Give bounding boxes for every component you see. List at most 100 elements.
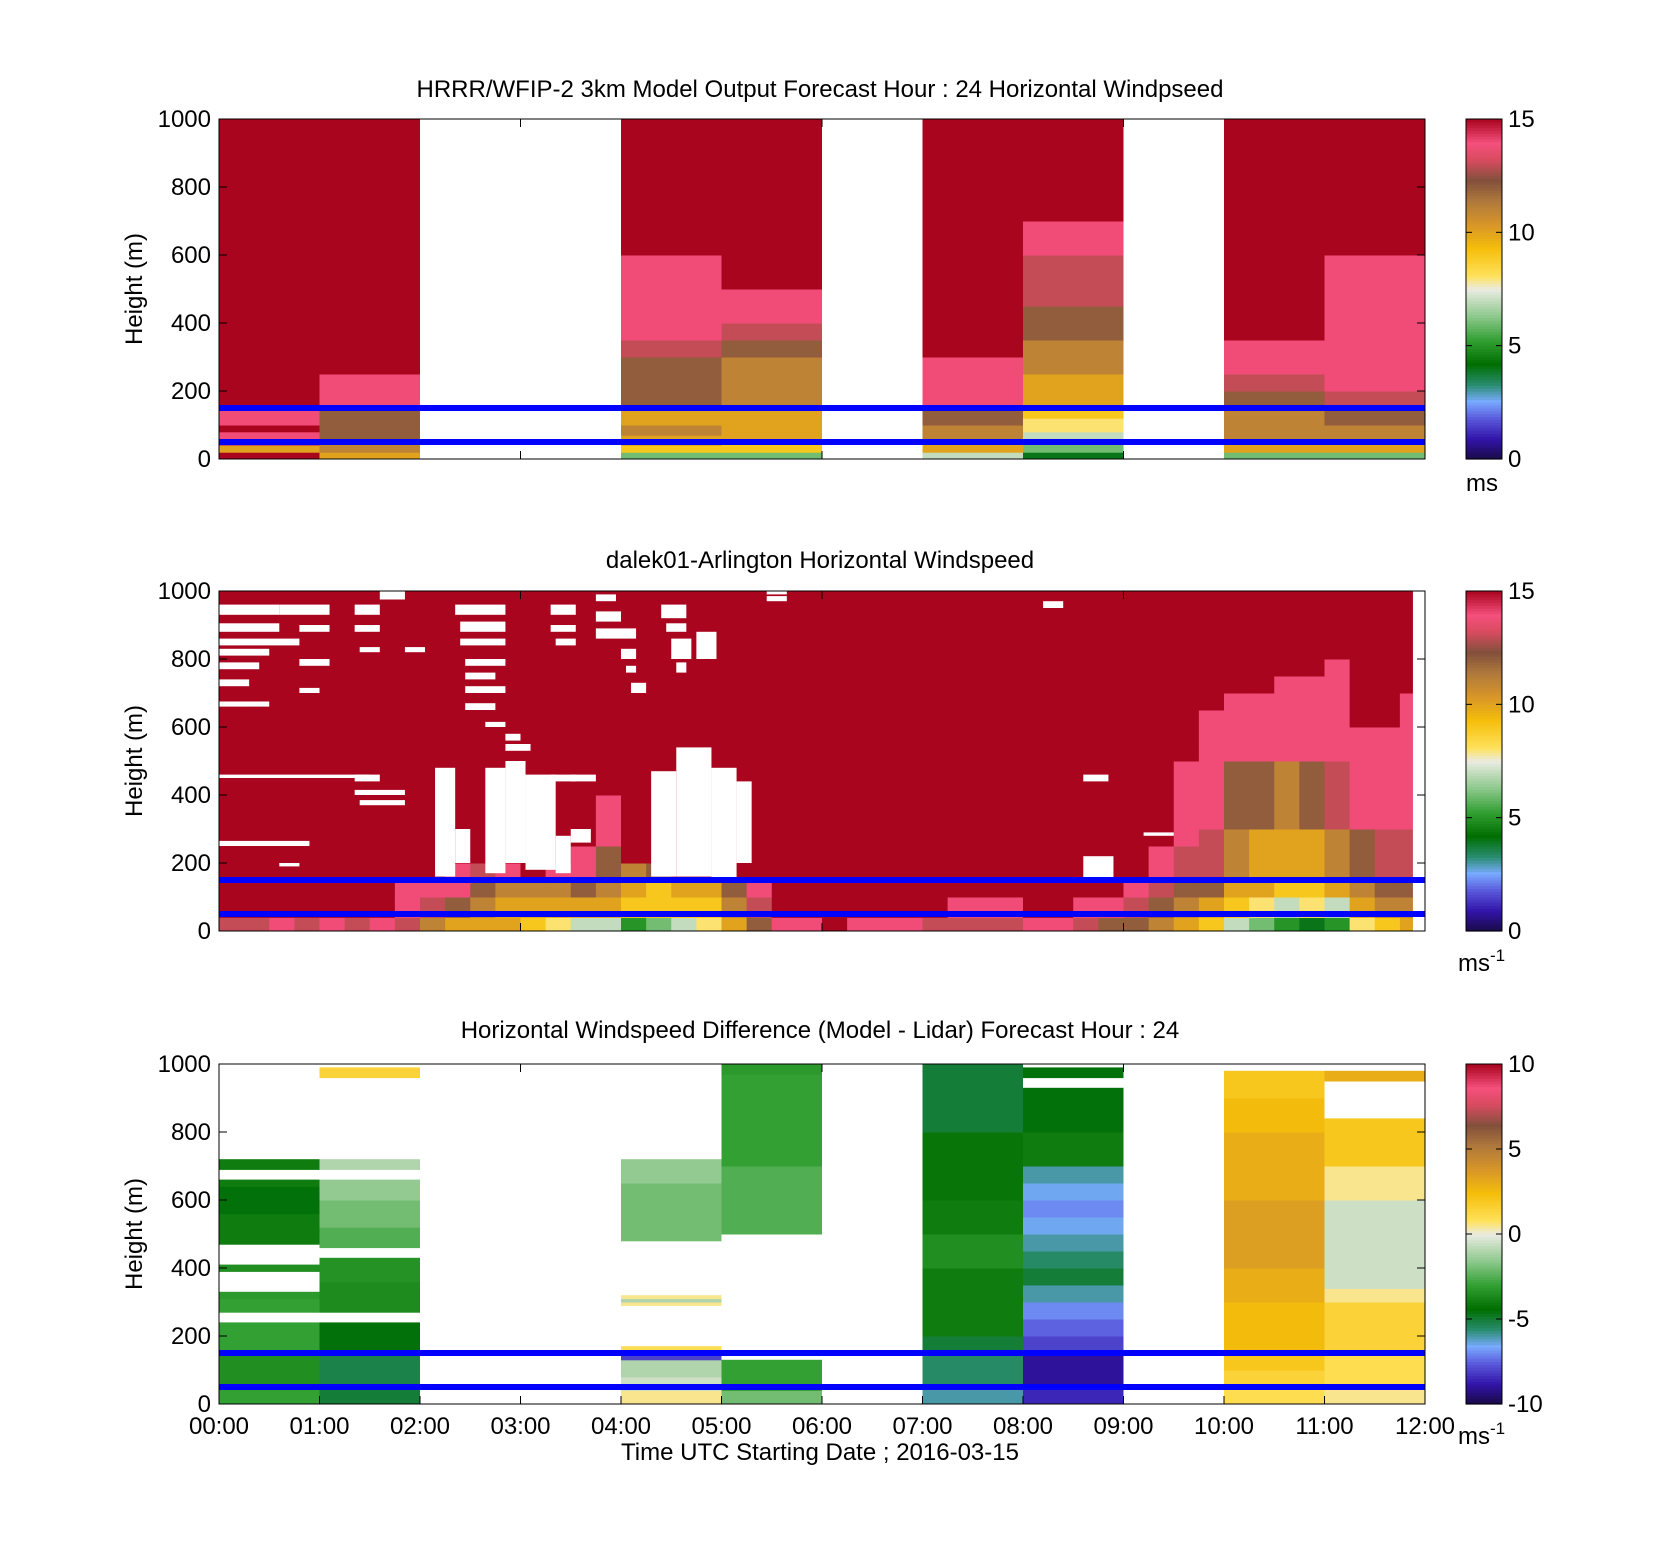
colorbar-segment — [1466, 439, 1502, 443]
colorbar-segment — [1466, 814, 1502, 819]
heatmap-cell — [319, 357, 420, 375]
missing-data-gap — [219, 774, 370, 778]
colorbar-unit: ms — [1466, 470, 1498, 497]
y-tick-label: 400 — [171, 782, 211, 809]
colorbar-segment — [1466, 746, 1502, 751]
colorbar-segment — [1466, 444, 1502, 449]
profile-cell — [721, 880, 748, 898]
profile-cell — [595, 846, 622, 881]
missing-data-gap — [651, 771, 677, 877]
colorbar-segment — [1466, 1126, 1502, 1130]
heatmap-cell — [1224, 1070, 1325, 1099]
heatmap-cell — [621, 357, 722, 375]
profile-cell — [671, 880, 697, 898]
colorbar-segment — [1466, 272, 1502, 276]
profile-cell — [1073, 880, 1099, 898]
colorbar-segment — [1466, 1319, 1502, 1323]
colorbar-segment — [1466, 894, 1502, 898]
profile-cell — [1399, 591, 1413, 694]
colorbar-segment — [1466, 1083, 1502, 1088]
heatmap-cell — [621, 1302, 722, 1306]
profile-cell — [394, 917, 421, 932]
heatmap-cell — [319, 119, 420, 358]
heatmap-cell — [1023, 391, 1124, 406]
colorbar-segment — [1466, 676, 1502, 680]
profile-cell — [1324, 880, 1351, 898]
colorbar-segment — [1466, 1219, 1502, 1224]
colorbar-segment — [1466, 599, 1502, 603]
heatmap-cell — [1023, 1268, 1124, 1286]
colorbar-segment — [1466, 678, 1502, 683]
profile-cell — [1399, 880, 1413, 898]
heatmap-cell — [922, 1268, 1023, 1337]
profile-cell — [646, 917, 672, 932]
profile-cell — [219, 591, 245, 881]
colorbar-segment — [1466, 153, 1502, 157]
heatmap-cell — [621, 445, 722, 453]
colorbar-segment — [1466, 1248, 1502, 1252]
heatmap-cell — [1324, 452, 1425, 460]
profile-cell — [495, 880, 521, 898]
colorbar-segment — [1466, 783, 1502, 788]
colorbar-segment — [1466, 357, 1502, 361]
profile-cell — [1399, 693, 1413, 830]
colorbar-segment — [1466, 1370, 1502, 1374]
colorbar-segment — [1466, 1197, 1502, 1201]
heatmap-cell — [1224, 1132, 1325, 1201]
colorbar-segment — [1466, 1387, 1502, 1391]
heatmap-cell — [1224, 425, 1325, 443]
heatmap-cell — [621, 221, 722, 256]
colorbar-segment — [1466, 252, 1502, 256]
colorbar-segment — [1466, 795, 1502, 799]
profile-cell — [420, 880, 446, 898]
colorbar-segment — [1466, 763, 1502, 768]
heatmap-cell — [621, 1390, 722, 1405]
colorbar-segment — [1466, 1095, 1502, 1099]
heatmap-cell — [219, 1336, 320, 1354]
heatmap-cell — [922, 1064, 1023, 1099]
profile-cell — [1249, 829, 1275, 881]
profile-cell — [1249, 917, 1275, 932]
profile-cell — [570, 591, 597, 847]
colorbar-segment — [1466, 1134, 1502, 1139]
colorbar-segment — [1466, 447, 1502, 452]
heatmap-cell — [721, 1132, 822, 1167]
heatmap-cell — [621, 255, 722, 273]
heatmap-cell — [319, 374, 420, 392]
heatmap-cell — [621, 272, 722, 290]
colorbar-segment — [1466, 1078, 1502, 1082]
colorbar-segment — [1466, 450, 1502, 454]
colorbar-tick-label: 5 — [1508, 1136, 1521, 1163]
colorbar-tick-label: 10 — [1508, 1051, 1535, 1078]
profile-cell — [1349, 727, 1376, 830]
colorbar-segment — [1466, 1239, 1502, 1244]
heatmap-cell — [621, 425, 722, 436]
colorbar-segment — [1466, 656, 1502, 660]
colorbar-segment — [1466, 874, 1502, 878]
y-tick-label: 400 — [171, 1255, 211, 1282]
heatmap-cell — [219, 452, 320, 460]
colorbar-segment — [1466, 436, 1502, 440]
profile-cell — [1224, 591, 1250, 694]
colorbar-segment — [1466, 382, 1502, 386]
heatmap-cell — [219, 1264, 320, 1272]
x-tick-label: 11:00 — [1295, 1413, 1353, 1440]
heatmap-cell — [922, 1200, 1023, 1235]
colorbar-segment — [1466, 1341, 1502, 1346]
colorbar-segment — [1466, 1375, 1502, 1380]
colorbar-segment — [1466, 396, 1502, 401]
colorbar-segment — [1466, 718, 1502, 722]
colorbar-segment — [1466, 124, 1502, 129]
profile-cell — [1374, 880, 1401, 898]
colorbar-segment — [1466, 280, 1502, 284]
heatmap-cell — [219, 431, 320, 440]
heatmap-cell — [1023, 1336, 1124, 1354]
x-tick-label: 05:00 — [691, 1413, 751, 1440]
profile-cell — [1374, 727, 1401, 830]
colorbar-segment — [1466, 732, 1502, 737]
colorbar-segment — [1466, 911, 1502, 915]
colorbar-segment — [1466, 1177, 1502, 1181]
colorbar-segment — [1466, 605, 1502, 609]
x-tick-label: 01:00 — [289, 1413, 349, 1440]
colorbar-segment — [1466, 260, 1502, 265]
